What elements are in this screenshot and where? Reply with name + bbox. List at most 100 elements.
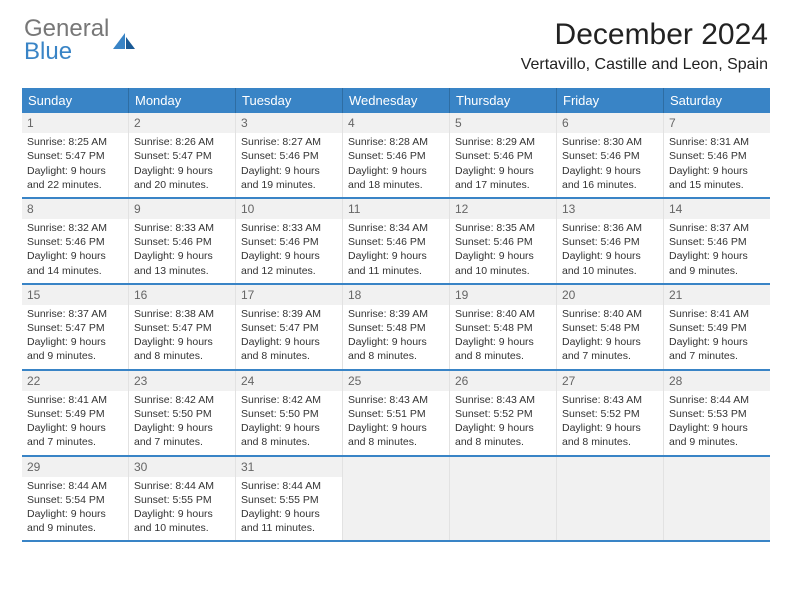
day-cell: 21Sunrise: 8:41 AMSunset: 5:49 PMDayligh… xyxy=(664,285,770,369)
day-cell: 4Sunrise: 8:28 AMSunset: 5:46 PMDaylight… xyxy=(343,113,450,197)
location: Vertavillo, Castille and Leon, Spain xyxy=(521,56,768,74)
day-number: 13 xyxy=(557,199,663,219)
day-info: Sunrise: 8:44 AMSunset: 5:54 PMDaylight:… xyxy=(27,479,123,536)
day-number: 19 xyxy=(450,285,556,305)
day-number: 14 xyxy=(664,199,770,219)
day-info: Sunrise: 8:28 AMSunset: 5:46 PMDaylight:… xyxy=(348,135,444,192)
day-cell: 17Sunrise: 8:39 AMSunset: 5:47 PMDayligh… xyxy=(236,285,343,369)
day-info: Sunrise: 8:34 AMSunset: 5:46 PMDaylight:… xyxy=(348,221,444,278)
day-number: 15 xyxy=(22,285,128,305)
header: General Blue December 2024 Vertavillo, C… xyxy=(0,0,792,80)
day-number: 8 xyxy=(22,199,128,219)
day-info: Sunrise: 8:27 AMSunset: 5:46 PMDaylight:… xyxy=(241,135,337,192)
day-number: 31 xyxy=(236,457,342,477)
dow-cell: Sunday xyxy=(22,88,129,113)
day-number: 1 xyxy=(22,113,128,133)
day-cell: 31Sunrise: 8:44 AMSunset: 5:55 PMDayligh… xyxy=(236,457,343,541)
dow-cell: Tuesday xyxy=(236,88,343,113)
day-info: Sunrise: 8:41 AMSunset: 5:49 PMDaylight:… xyxy=(27,393,123,450)
week-row: 8Sunrise: 8:32 AMSunset: 5:46 PMDaylight… xyxy=(22,199,770,285)
day-cell: 18Sunrise: 8:39 AMSunset: 5:48 PMDayligh… xyxy=(343,285,450,369)
day-cell xyxy=(664,457,770,541)
day-cell: 3Sunrise: 8:27 AMSunset: 5:46 PMDaylight… xyxy=(236,113,343,197)
month-title: December 2024 xyxy=(521,18,768,52)
logo-sail-icon xyxy=(111,31,137,51)
dow-cell: Saturday xyxy=(664,88,770,113)
day-number: 21 xyxy=(664,285,770,305)
day-info: Sunrise: 8:44 AMSunset: 5:55 PMDaylight:… xyxy=(241,479,337,536)
day-number: 12 xyxy=(450,199,556,219)
day-info: Sunrise: 8:39 AMSunset: 5:48 PMDaylight:… xyxy=(348,307,444,364)
week-row: 15Sunrise: 8:37 AMSunset: 5:47 PMDayligh… xyxy=(22,285,770,371)
day-info: Sunrise: 8:38 AMSunset: 5:47 PMDaylight:… xyxy=(134,307,230,364)
day-info: Sunrise: 8:33 AMSunset: 5:46 PMDaylight:… xyxy=(241,221,337,278)
logo-text: General Blue xyxy=(24,18,109,64)
day-cell: 24Sunrise: 8:42 AMSunset: 5:50 PMDayligh… xyxy=(236,371,343,455)
day-cell: 10Sunrise: 8:33 AMSunset: 5:46 PMDayligh… xyxy=(236,199,343,283)
day-number: 22 xyxy=(22,371,128,391)
day-cell: 5Sunrise: 8:29 AMSunset: 5:46 PMDaylight… xyxy=(450,113,557,197)
day-cell: 2Sunrise: 8:26 AMSunset: 5:47 PMDaylight… xyxy=(129,113,236,197)
day-number: 28 xyxy=(664,371,770,391)
day-number: 9 xyxy=(129,199,235,219)
day-info: Sunrise: 8:42 AMSunset: 5:50 PMDaylight:… xyxy=(241,393,337,450)
day-cell: 28Sunrise: 8:44 AMSunset: 5:53 PMDayligh… xyxy=(664,371,770,455)
day-info: Sunrise: 8:42 AMSunset: 5:50 PMDaylight:… xyxy=(134,393,230,450)
day-cell xyxy=(343,457,450,541)
calendar: SundayMondayTuesdayWednesdayThursdayFrid… xyxy=(22,88,770,542)
day-info: Sunrise: 8:25 AMSunset: 5:47 PMDaylight:… xyxy=(27,135,123,192)
day-number: 23 xyxy=(129,371,235,391)
day-info: Sunrise: 8:40 AMSunset: 5:48 PMDaylight:… xyxy=(562,307,658,364)
day-cell: 11Sunrise: 8:34 AMSunset: 5:46 PMDayligh… xyxy=(343,199,450,283)
day-info: Sunrise: 8:40 AMSunset: 5:48 PMDaylight:… xyxy=(455,307,551,364)
day-number: 17 xyxy=(236,285,342,305)
day-info: Sunrise: 8:31 AMSunset: 5:46 PMDaylight:… xyxy=(669,135,765,192)
day-info: Sunrise: 8:41 AMSunset: 5:49 PMDaylight:… xyxy=(669,307,765,364)
day-number: 4 xyxy=(343,113,449,133)
day-number: 2 xyxy=(129,113,235,133)
day-info: Sunrise: 8:37 AMSunset: 5:46 PMDaylight:… xyxy=(669,221,765,278)
weeks-container: 1Sunrise: 8:25 AMSunset: 5:47 PMDaylight… xyxy=(22,113,770,542)
day-number: 29 xyxy=(22,457,128,477)
day-cell: 30Sunrise: 8:44 AMSunset: 5:55 PMDayligh… xyxy=(129,457,236,541)
day-number: 10 xyxy=(236,199,342,219)
day-cell: 7Sunrise: 8:31 AMSunset: 5:46 PMDaylight… xyxy=(664,113,770,197)
day-number: 25 xyxy=(343,371,449,391)
dow-row: SundayMondayTuesdayWednesdayThursdayFrid… xyxy=(22,88,770,113)
day-cell: 22Sunrise: 8:41 AMSunset: 5:49 PMDayligh… xyxy=(22,371,129,455)
day-cell: 8Sunrise: 8:32 AMSunset: 5:46 PMDaylight… xyxy=(22,199,129,283)
day-number: 3 xyxy=(236,113,342,133)
day-info: Sunrise: 8:37 AMSunset: 5:47 PMDaylight:… xyxy=(27,307,123,364)
day-cell: 12Sunrise: 8:35 AMSunset: 5:46 PMDayligh… xyxy=(450,199,557,283)
day-info: Sunrise: 8:33 AMSunset: 5:46 PMDaylight:… xyxy=(134,221,230,278)
day-number: 27 xyxy=(557,371,663,391)
day-cell: 6Sunrise: 8:30 AMSunset: 5:46 PMDaylight… xyxy=(557,113,664,197)
dow-cell: Friday xyxy=(557,88,664,113)
day-number: 7 xyxy=(664,113,770,133)
day-cell: 13Sunrise: 8:36 AMSunset: 5:46 PMDayligh… xyxy=(557,199,664,283)
day-info: Sunrise: 8:26 AMSunset: 5:47 PMDaylight:… xyxy=(134,135,230,192)
day-cell: 29Sunrise: 8:44 AMSunset: 5:54 PMDayligh… xyxy=(22,457,129,541)
day-cell: 19Sunrise: 8:40 AMSunset: 5:48 PMDayligh… xyxy=(450,285,557,369)
day-info: Sunrise: 8:39 AMSunset: 5:47 PMDaylight:… xyxy=(241,307,337,364)
day-info: Sunrise: 8:44 AMSunset: 5:55 PMDaylight:… xyxy=(134,479,230,536)
day-info: Sunrise: 8:35 AMSunset: 5:46 PMDaylight:… xyxy=(455,221,551,278)
day-info: Sunrise: 8:43 AMSunset: 5:52 PMDaylight:… xyxy=(455,393,551,450)
logo: General Blue xyxy=(24,18,137,64)
day-number: 5 xyxy=(450,113,556,133)
day-info: Sunrise: 8:43 AMSunset: 5:52 PMDaylight:… xyxy=(562,393,658,450)
day-number: 30 xyxy=(129,457,235,477)
day-number: 24 xyxy=(236,371,342,391)
day-info: Sunrise: 8:30 AMSunset: 5:46 PMDaylight:… xyxy=(562,135,658,192)
day-number: 11 xyxy=(343,199,449,219)
day-cell: 23Sunrise: 8:42 AMSunset: 5:50 PMDayligh… xyxy=(129,371,236,455)
day-cell: 27Sunrise: 8:43 AMSunset: 5:52 PMDayligh… xyxy=(557,371,664,455)
day-cell: 14Sunrise: 8:37 AMSunset: 5:46 PMDayligh… xyxy=(664,199,770,283)
dow-cell: Thursday xyxy=(450,88,557,113)
day-info: Sunrise: 8:29 AMSunset: 5:46 PMDaylight:… xyxy=(455,135,551,192)
day-cell xyxy=(557,457,664,541)
day-info: Sunrise: 8:32 AMSunset: 5:46 PMDaylight:… xyxy=(27,221,123,278)
dow-cell: Wednesday xyxy=(343,88,450,113)
day-info: Sunrise: 8:44 AMSunset: 5:53 PMDaylight:… xyxy=(669,393,765,450)
week-row: 22Sunrise: 8:41 AMSunset: 5:49 PMDayligh… xyxy=(22,371,770,457)
